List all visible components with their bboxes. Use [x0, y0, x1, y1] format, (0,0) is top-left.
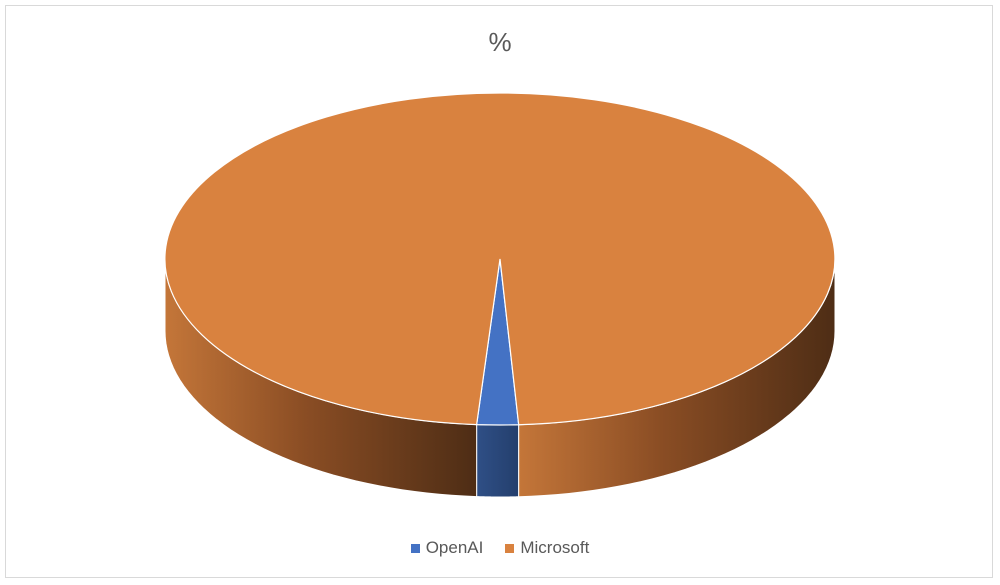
chart-title: %	[488, 27, 512, 57]
legend-swatch-microsoft	[505, 543, 515, 553]
legend-label-microsoft: Microsoft	[520, 538, 590, 557]
legend-swatch-openai	[410, 543, 420, 553]
chart-legend: OpenAI Microsoft	[0, 536, 1000, 560]
pie-side-openai	[476, 424, 520, 498]
legend-item-openai[interactable]: OpenAI	[410, 538, 484, 558]
legend-label-openai: OpenAI	[425, 538, 484, 557]
pie-slice-microsoft[interactable]	[164, 92, 836, 426]
legend-item-microsoft[interactable]: Microsoft	[505, 538, 589, 558]
